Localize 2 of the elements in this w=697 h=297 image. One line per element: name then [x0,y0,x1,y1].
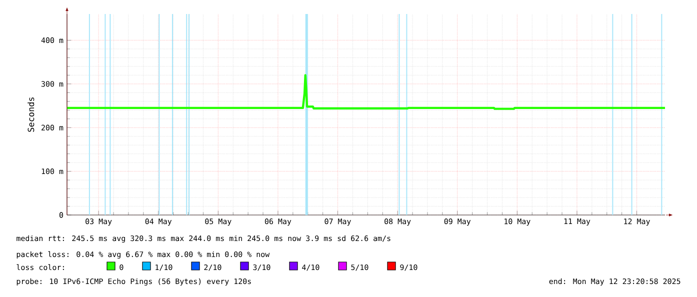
y-axis-title: Seconds [28,97,34,132]
line-series [66,74,666,110]
